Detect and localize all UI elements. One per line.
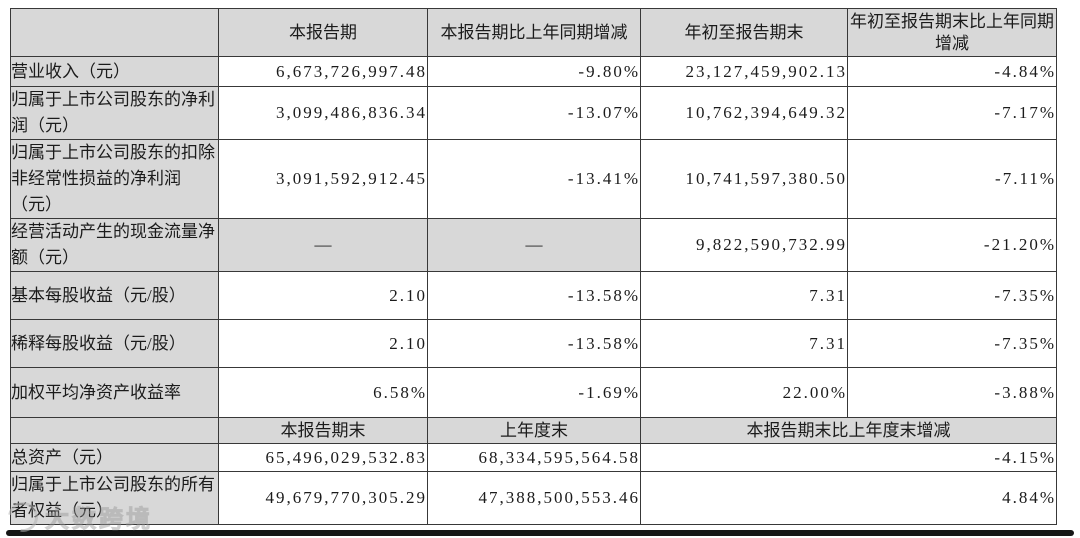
table-row: 营业收入（元） 6,673,726,997.48 -9.80% 23,127,4… (10, 56, 1057, 87)
value-cell: 6,673,726,997.48 (218, 56, 428, 87)
table-row: 归属于上市公司股东的所有者权益（元） 49,679,770,305.29 47,… (10, 471, 1057, 525)
value-cell: -7.17% (847, 86, 1057, 140)
value-cell: 7.31 (640, 319, 848, 368)
value-cell: -4.15% (640, 443, 1057, 472)
value-cell: -3.88% (847, 367, 1057, 418)
value-cell: -13.07% (427, 86, 641, 140)
dash-cell: — (427, 218, 641, 272)
value-cell: -13.41% (427, 139, 641, 219)
col-header-ytd: 年初至报告期末 (640, 8, 848, 57)
col-header-period-end: 本报告期末 (218, 417, 428, 444)
value-cell: -13.58% (427, 271, 641, 320)
table-row: 稀释每股收益（元/股） 2.10 -13.58% 7.31 -7.35% (10, 319, 1057, 368)
col-header-current-period: 本报告期 (218, 8, 428, 57)
row-label: 加权平均净资产收益率 (10, 367, 219, 418)
dash-cell: — (218, 218, 428, 272)
value-cell: 3,099,486,836.34 (218, 86, 428, 140)
value-cell: 68,334,595,564.58 (427, 443, 641, 472)
value-cell: 49,679,770,305.29 (218, 471, 428, 525)
row-label: 归属于上市公司股东的所有者权益（元） (10, 471, 219, 525)
value-cell: -13.58% (427, 319, 641, 368)
col-header-ytd-yoy-change: 年初至报告期末比上年同期增减 (847, 8, 1057, 57)
row-label: 总资产（元） (10, 443, 219, 472)
table-row: 基本每股收益（元/股） 2.10 -13.58% 7.31 -7.35% (10, 271, 1057, 320)
table-row: 归属于上市公司股东的净利润（元） 3,099,486,836.34 -13.07… (10, 86, 1057, 140)
value-cell: -21.20% (847, 218, 1057, 272)
row-label: 营业收入（元） (10, 56, 219, 87)
row-label: 归属于上市公司股东的扣除非经常性损益的净利润（元） (10, 139, 219, 219)
corner-cell (10, 417, 219, 444)
table-header-row: 本报告期 本报告期比上年同期增减 年初至报告期末 年初至报告期末比上年同期增减 (10, 8, 1057, 57)
value-cell: 47,388,500,553.46 (427, 471, 641, 525)
bottom-divider-bar (6, 530, 1074, 536)
col-header-change-vs-prior-year-end: 本报告期末比上年度末增减 (640, 417, 1057, 444)
value-cell: -9.80% (427, 56, 641, 87)
value-cell: -1.69% (427, 367, 641, 418)
value-cell: 9,822,590,732.99 (640, 218, 848, 272)
value-cell: 3,091,592,912.45 (218, 139, 428, 219)
value-cell: 7.31 (640, 271, 848, 320)
table-row: 经营活动产生的现金流量净额（元） — — 9,822,590,732.99 -2… (10, 218, 1057, 272)
col-header-yoy-change: 本报告期比上年同期增减 (427, 8, 641, 57)
row-label: 稀释每股收益（元/股） (10, 319, 219, 368)
value-cell: 4.84% (640, 471, 1057, 525)
corner-cell (10, 8, 219, 57)
value-cell: 2.10 (218, 319, 428, 368)
value-cell: 2.10 (218, 271, 428, 320)
table-header-row-2: 本报告期末 上年度末 本报告期末比上年度末增减 (10, 417, 1057, 444)
table-row: 归属于上市公司股东的扣除非经常性损益的净利润（元） 3,091,592,912.… (10, 139, 1057, 219)
value-cell: -7.35% (847, 271, 1057, 320)
value-cell: 10,741,597,380.50 (640, 139, 848, 219)
value-cell: 65,496,029,532.83 (218, 443, 428, 472)
table-row: 总资产（元） 65,496,029,532.83 68,334,595,564.… (10, 443, 1057, 472)
row-label: 归属于上市公司股东的净利润（元） (10, 86, 219, 140)
value-cell: 10,762,394,649.32 (640, 86, 848, 140)
table-row: 加权平均净资产收益率 6.58% -1.69% 22.00% -3.88% (10, 367, 1057, 418)
row-label: 经营活动产生的现金流量净额（元） (10, 218, 219, 272)
value-cell: -7.11% (847, 139, 1057, 219)
value-cell: 6.58% (218, 367, 428, 418)
row-label: 基本每股收益（元/股） (10, 271, 219, 320)
value-cell: 23,127,459,902.13 (640, 56, 848, 87)
financial-summary-table: 本报告期 本报告期比上年同期增减 年初至报告期末 年初至报告期末比上年同期增减 … (10, 8, 1057, 525)
value-cell: -4.84% (847, 56, 1057, 87)
col-header-prior-year-end: 上年度末 (427, 417, 641, 444)
value-cell: 22.00% (640, 367, 848, 418)
value-cell: -7.35% (847, 319, 1057, 368)
